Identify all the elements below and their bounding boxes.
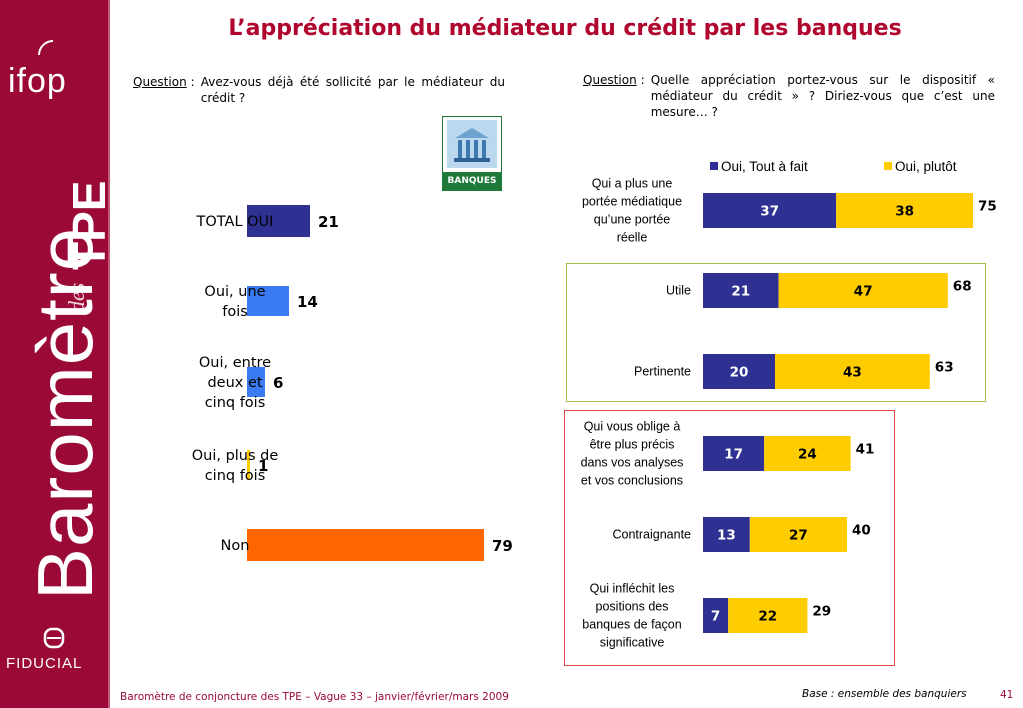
ifop-logo: ifop bbox=[8, 33, 75, 101]
group-box-red bbox=[564, 410, 895, 666]
question-left-label: Question bbox=[133, 75, 187, 89]
right-bar-3-series-1 bbox=[764, 436, 851, 471]
right-bar-total-3: 41 bbox=[856, 442, 875, 458]
left-bar-3 bbox=[247, 450, 250, 480]
footer-source: Baromètre de conjoncture des TPE – Vague… bbox=[120, 691, 509, 703]
question-left-text: Avez-vous déjà été sollicité par le médi… bbox=[200, 75, 505, 105]
left-category-label-2: Oui, entre deux et cinq fois bbox=[199, 355, 271, 411]
right-bar-value-5-series-0: 7 bbox=[711, 609, 720, 625]
left-bar-value-1: 14 bbox=[297, 293, 318, 311]
question-left: Question : Avez-vous déjà été sollicité … bbox=[133, 74, 505, 106]
right-category-label-0: Qui a plus une portée médiatique qu’une po… bbox=[582, 177, 682, 245]
ifop-logo-text: ifop bbox=[8, 62, 67, 100]
legend-label-0: Oui, Tout à fait bbox=[721, 159, 808, 174]
right-bar-value-4-series-1: 27 bbox=[789, 528, 808, 544]
sidebar-divider bbox=[108, 0, 110, 708]
question-right: Question : Quelle appréciation portez-vo… bbox=[583, 72, 995, 120]
fiducial-logo-icon bbox=[43, 627, 65, 649]
sidebar: ifop Baromètre des TPE FIDUCIAL bbox=[0, 0, 115, 708]
right-category-label-1: Utile bbox=[666, 284, 691, 298]
right-bar-4-series-0 bbox=[703, 517, 750, 552]
right-bar-0-series-0 bbox=[703, 193, 837, 228]
right-category-label-2: Pertinente bbox=[634, 365, 691, 379]
page-title: L’appréciation du médiateur du crédit pa… bbox=[228, 16, 902, 41]
right-bar-total-4: 40 bbox=[852, 523, 871, 539]
legend-label-1: Oui, plutôt bbox=[895, 159, 957, 174]
right-bar-total-1: 68 bbox=[953, 279, 972, 295]
bank-building-icon bbox=[447, 120, 497, 168]
question-right-label: Question bbox=[583, 73, 637, 87]
right-bar-0-series-1 bbox=[836, 193, 973, 228]
right-category-label-4: Contraignante bbox=[612, 528, 691, 542]
left-bar-value-0: 21 bbox=[318, 213, 339, 231]
des-vertical-text: des bbox=[64, 282, 89, 312]
right-category-label-3: Qui vous oblige à être plus précis dans vo… bbox=[581, 420, 684, 488]
question-right-text: Quelle appréciation portez-vous sur le d… bbox=[650, 73, 995, 119]
right-bar-5-series-1 bbox=[728, 598, 808, 633]
right-bar-total-0: 75 bbox=[978, 199, 997, 215]
left-category-label-4: Non bbox=[221, 538, 250, 554]
right-bar-value-3-series-1: 24 bbox=[798, 447, 817, 463]
left-bar-value-3: 1 bbox=[258, 457, 268, 475]
left-category-label-0: TOTAL OUI bbox=[196, 214, 274, 230]
left-bar-value-4: 79 bbox=[492, 537, 513, 555]
tpe-vertical-text: TPE bbox=[63, 180, 115, 270]
banques-label: BANQUES bbox=[443, 172, 501, 190]
question-left-colon: : bbox=[190, 75, 195, 89]
right-bar-5-series-0 bbox=[703, 598, 729, 633]
right-bar-1-series-1 bbox=[778, 273, 948, 308]
right-bar-value-1-series-0: 21 bbox=[731, 284, 750, 300]
right-bar-value-2-series-0: 20 bbox=[730, 365, 749, 381]
right-stacked-bar-chart: Oui, Tout à fait Oui, plutôt 37 38 75 Qui a p… bbox=[581, 159, 997, 650]
right-bar-total-2: 63 bbox=[935, 360, 954, 376]
right-bar-2-series-1 bbox=[775, 354, 930, 389]
left-category-label-3: Oui, plus de cinq fois bbox=[192, 448, 279, 484]
left-category-label-1: Oui, une fois bbox=[204, 284, 265, 320]
right-bar-total-5: 29 bbox=[812, 604, 831, 620]
question-right-colon: : bbox=[640, 73, 645, 87]
right-bar-value-5-series-1: 22 bbox=[758, 609, 777, 625]
legend-swatch-1 bbox=[884, 162, 892, 170]
legend-swatch-0 bbox=[710, 162, 718, 170]
footer-base: Base : ensemble des banquiers bbox=[802, 688, 967, 700]
page-number: 41 bbox=[1000, 689, 1014, 701]
right-bar-1-series-0 bbox=[703, 273, 779, 308]
left-bar-4 bbox=[247, 529, 484, 561]
right-bar-value-3-series-0: 17 bbox=[724, 447, 743, 463]
group-box-green bbox=[566, 263, 986, 402]
right-bar-3-series-0 bbox=[703, 436, 765, 471]
left-bar-value-2: 6 bbox=[273, 374, 283, 392]
right-category-label-5: Qui infléchit les positions des banques de… bbox=[582, 582, 681, 650]
right-bar-value-2-series-1: 43 bbox=[843, 365, 862, 381]
right-bar-2-series-0 bbox=[703, 354, 775, 389]
right-bar-value-1-series-1: 47 bbox=[854, 284, 873, 300]
left-bar-2 bbox=[247, 367, 265, 397]
left-bar-0 bbox=[247, 205, 310, 237]
right-bar-value-0-series-0: 37 bbox=[760, 204, 779, 220]
right-bar-4-series-1 bbox=[749, 517, 847, 552]
right-bar-value-0-series-1: 38 bbox=[895, 204, 914, 220]
right-bar-value-4-series-0: 13 bbox=[717, 528, 736, 544]
left-bar-1 bbox=[247, 286, 289, 316]
fiducial-label: FIDUCIAL bbox=[6, 655, 83, 672]
legend: Oui, Tout à fait Oui, plutôt bbox=[710, 159, 957, 174]
banques-logo: BANQUES bbox=[442, 116, 502, 191]
